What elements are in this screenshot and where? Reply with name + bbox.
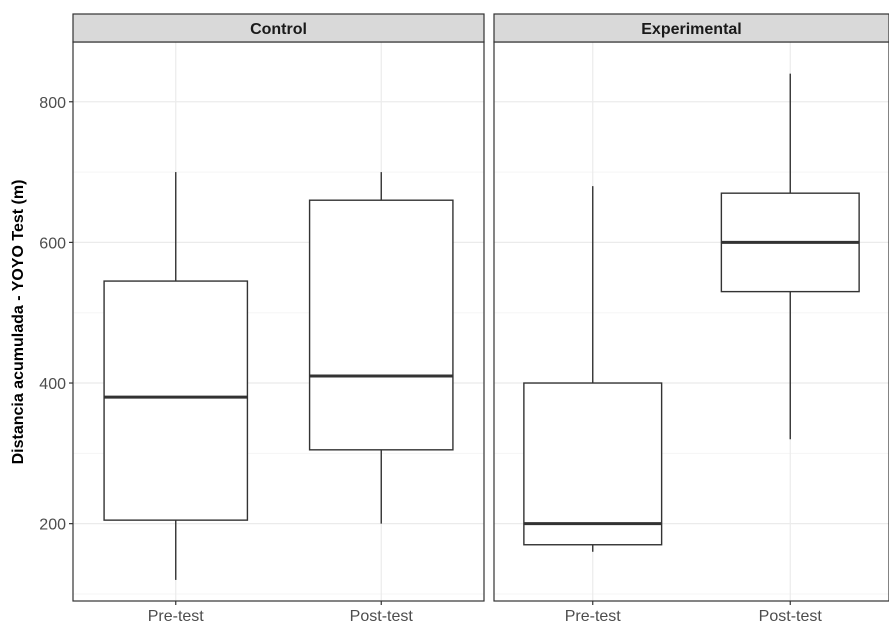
facet-strip-label: Experimental [641,21,741,38]
box-pre-test [523,186,663,552]
box-post-test [720,73,860,440]
y-tick-label: 400 [39,376,66,393]
y-tick-label: 200 [39,517,66,534]
panels: Control Pre-test Post-test Experimental Pre-… [72,13,889,625]
x-tick-label: Post-test [759,608,823,625]
facet-panel-experimental: Experimental Pre-test Post-test [493,13,889,625]
iqr-box [103,280,249,521]
facet-strip-label: Control [250,21,307,38]
box-pre-test [103,172,249,580]
y-tick-label: 800 [39,95,66,112]
y-tick-label: 600 [39,235,66,252]
x-tick-label: Pre-test [565,608,622,625]
x-tick-label: Post-test [350,608,414,625]
iqr-box [523,382,663,546]
y-axis: 200 400 600 800 [39,95,73,534]
iqr-box [308,199,454,451]
box-post-test [308,172,454,524]
facet-strip [72,13,485,43]
facet-strip [493,13,889,43]
facet-panel-control: Control Pre-test Post-test [72,13,485,625]
x-tick-label: Pre-test [148,608,205,625]
y-axis-title: Distancia acumulada - YOYO Test (m) [10,180,27,465]
